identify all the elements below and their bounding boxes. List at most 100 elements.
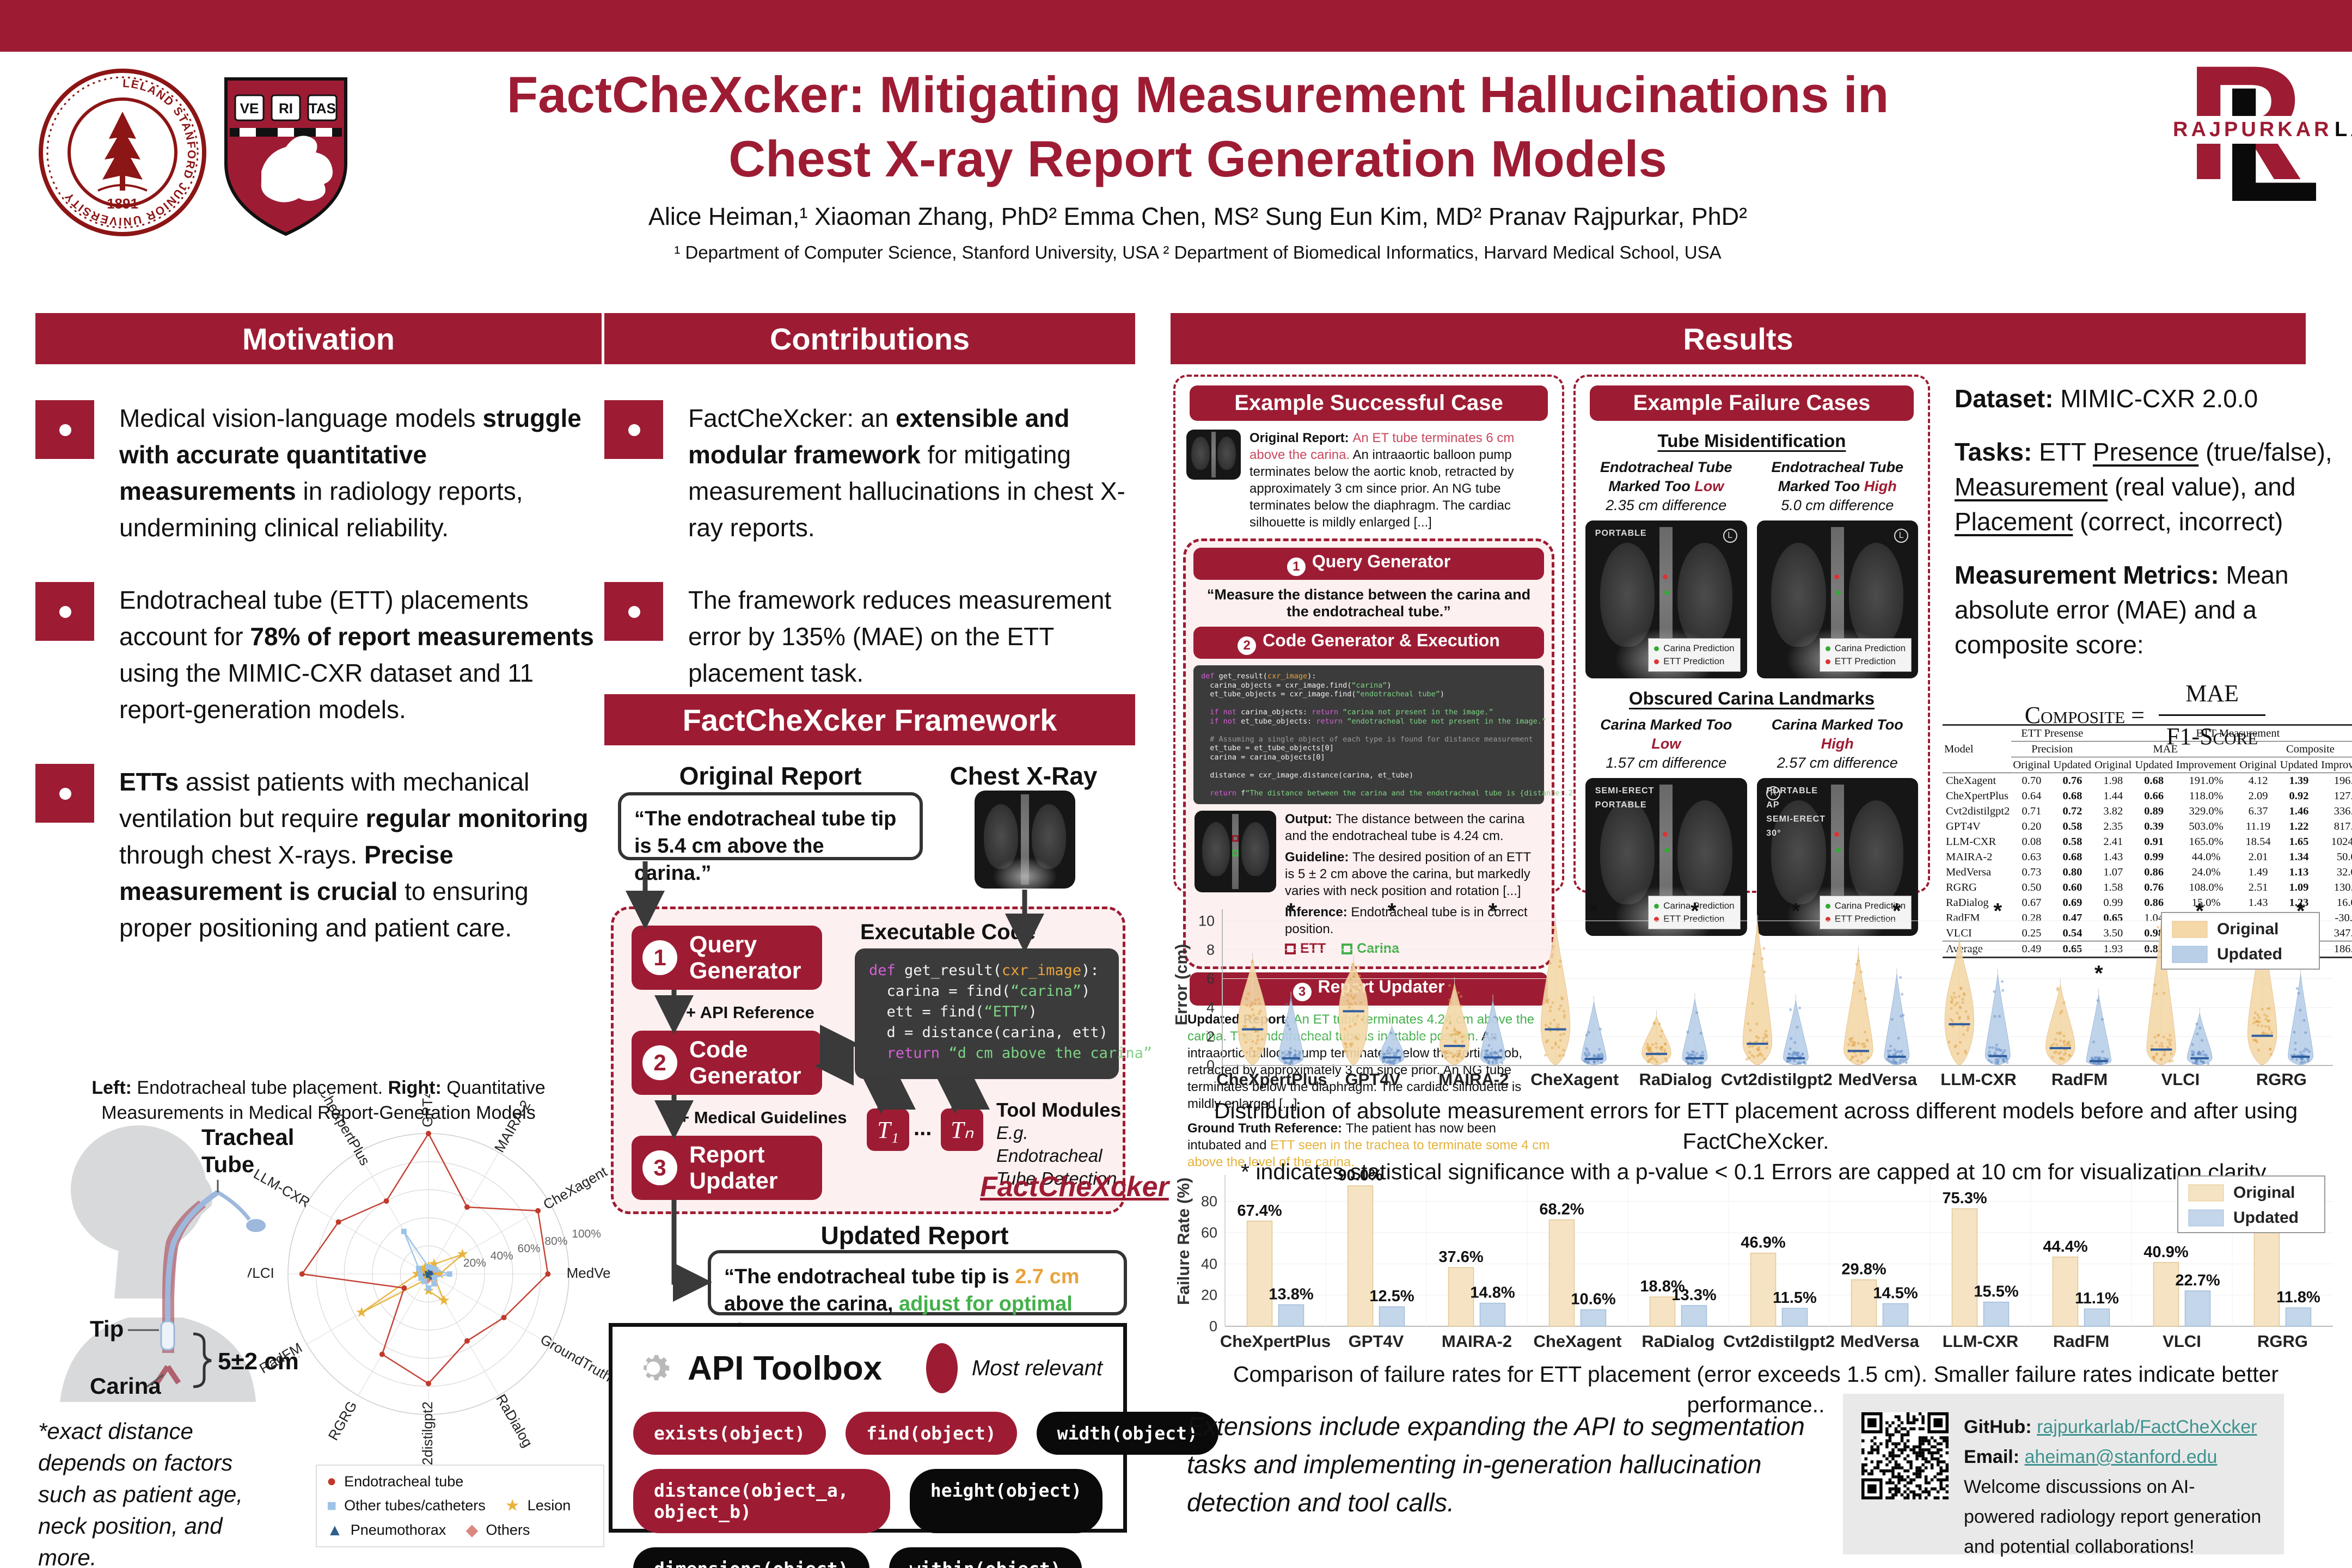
head-silhouette [60,1125,256,1402]
table-row: LLM-CXR 0.08 0.58 2.41 0.91 165.0% 18.54 1.65 10… [1946,835,2352,848]
step-query-generator: 1 Query Generator [632,926,822,990]
pipeline-subpanel: 1 Query Generator “Measure the distance b… [1183,538,1604,969]
lion-icon [261,136,333,203]
svg-text:11.8%: 11.8% [2276,1289,2320,1306]
bullet-item: Endotracheal tube (ETT) placements accou… [35,582,602,728]
svg-text:37.6%: 37.6% [1438,1248,1483,1266]
updated-report-label: Updated Report [820,1221,1009,1250]
svg-text:Updated: Updated [2217,945,2282,963]
svg-text:Cvt2distilgpt2: Cvt2distilgpt2 [1721,1070,1833,1089]
svg-text:4: 4 [1206,1000,1215,1016]
guideline-text: Guideline: The desired position of an ET… [1285,849,1543,899]
text-segment: Quantitative Measurements in Medical Rep… [101,1077,546,1123]
table-row: RGRG0.500.601.580.76108.0%2.511.09130.0%… [1946,881,2352,893]
code-line: def get_result(cxr_image): [1201,672,1316,681]
case-code-box: def get_result(cxr_image): carina_object… [1193,665,1604,804]
motivation-header: Motivation [35,313,602,364]
text-segment: through chest X-rays. [119,841,364,869]
text-segment: (real value), and [2108,473,2296,501]
seal-tree-icon [102,112,143,191]
email-link[interactable]: aheiman@stanford.edu [2024,1447,2218,1467]
table-row: Cvt2distilgpt2 0.71 0.72 3.82 0.89 329.0% 6.37… [1946,805,2352,817]
svg-text:Tracheal: Tracheal [201,1124,294,1150]
failure-xray: L Carina Prediction ETT Prediction [1756,520,1918,678]
bullet-marker [604,400,663,459]
svg-text:Failure Rate (%): Failure Rate (%) [1174,1178,1193,1305]
svg-text:*: * [1690,899,1699,923]
svg-text:Original: Original [2217,920,2278,938]
svg-text:LLM-CXR: LLM-CXR [1940,1070,2016,1089]
svg-text:CheXpertPlus: CheXpertPlus [1220,1332,1331,1351]
results-header: Results [1171,313,2306,364]
output-text: Output: The distance between the carina … [1285,811,1543,844]
code-line [1201,780,1536,789]
text-segment: The desired position of an ETT is 5 ± 2 … [1285,850,1531,898]
text-segment: (correct, incorrect) [2073,507,2283,536]
text-segment: ETT [2039,438,2093,466]
text-segment: Measurement [1955,473,2108,501]
svg-text:Updated: Updated [2233,1209,2299,1227]
ett-box-marker [1232,835,1239,842]
text-segment: An ET tube terminates 6 cm above the car… [1250,431,1515,462]
svg-text:*: * [1892,899,1901,923]
svg-text:CheXpertPlus: CheXpertPlus [316,1094,373,1168]
svg-text:12.5%: 12.5% [1369,1288,1414,1305]
executable-code-box: def get_result(cxr_image): carina = find… [855,948,1153,1079]
code-line: return “d cm above the carina” [869,1045,1153,1062]
svg-text:Cvt2distilgpt2: Cvt2distilgpt2 [419,1401,436,1470]
svg-text:CheXagent: CheXagent [1530,1070,1619,1089]
svg-text:0: 0 [1206,1057,1215,1074]
svg-text:60: 60 [1201,1224,1217,1241]
svg-text:RaDialog: RaDialog [1639,1070,1712,1089]
case-xray-thumb [1186,430,1241,480]
motivation-bullets: Medical vision-language models struggle … [35,400,602,982]
svg-text:80: 80 [1201,1193,1217,1210]
table-row: MedVersa 0.73 0.80 1.07 0.86 24.0% 1.49 1.13 32.… [1946,866,2352,878]
executable-code-label: Executable Code [860,920,1036,944]
authors-line: Alice Heiman,¹ Xiaoman Zhang, PhD² Emma … [648,203,1748,230]
bullet-item: The framework reduces measurement error … [604,582,1135,691]
table-row: GPT4V0.200.582.350.39503.0%11.191.22817.… [1946,820,2352,832]
violin-chart: 0 2 4 6 8 10 Error (cm) CheXpertPlus * GPT4V * MAIR… [1172,899,2333,1089]
text-segment: Original Report: [1250,431,1353,445]
legend-item: ■ Other tubes/catheters [327,1496,486,1515]
contributions-bullets: FactCheXcker: an extensible and modular … [604,400,1135,727]
radar-footnote: *exact distance depends on factors such … [38,1418,243,1568]
svg-text:40.9%: 40.9% [2143,1244,2188,1261]
failure-case: Endotracheal Tube Marked Too High 5.0 cm … [1756,458,1918,678]
failure-rate-bar-chart: 0 20 40 60 80 Failure Rate (%) 67.4% 13.8% CheXp… [1174,1167,2333,1351]
svg-text:GPT4V: GPT4V [1349,1332,1404,1351]
text-segment: (true/false), [2198,438,2332,466]
svg-text:67.4%: 67.4% [1237,1202,1282,1220]
text-segment: Right: [388,1077,442,1098]
bullet-marker [35,400,94,459]
svg-text:0: 0 [1209,1318,1217,1334]
text-segment: Endotracheal tube is in correct position… [1285,905,1528,936]
text-segment: “The endotracheal tube tip is [724,1265,1015,1288]
svg-text:11.5%: 11.5% [1773,1289,1817,1307]
measure-bracket [193,1332,212,1388]
text-segment: MIMIC-CXR 2.0.0 [2060,384,2258,413]
text-segment: Dataset: [1955,384,2061,413]
github-link[interactable]: rajpurkarlab/FactCheXcker [2037,1417,2257,1437]
code-line: et_tube_objects = cxr_image.find(“endotr… [1201,690,1445,699]
bullet-text: FactCheXcker: an extensible and modular … [688,400,1135,546]
svg-text:Tip: Tip [90,1316,124,1342]
ett-anatomy-figure: Tracheal Tube Tip Carina 5±2 cm* [38,1119,309,1402]
svg-text:Error (cm): Error (cm) [1172,944,1191,1026]
bar-caption: Comparison of failure rates for ETT plac… [1233,1362,2279,1417]
svg-text:10: 10 [1198,912,1215,929]
rajpurkar-lab-logo: R L RAJPURKAR LAB [2170,41,2352,259]
svg-text:RadFM: RadFM [2051,1070,2108,1089]
svg-text:CheXagent: CheXagent [540,1163,610,1212]
text-segment: Ground Truth Reference: [1187,1121,1346,1136]
lab-logo-l: L [2221,53,2322,236]
svg-text:*: * [1590,899,1598,923]
code-line: et_tube = et_tube_objects[0] [1201,744,1334,752]
failure-xray: PORTABLE AP SEMI-ERECT 30° R Carina Predictio… [1756,778,1918,936]
svg-text:14.5%: 14.5% [1873,1284,1918,1302]
code-line: return f“The distance between the carina… [1201,788,1604,798]
svg-text:*: * [2094,961,2103,985]
svg-text:RadFM: RadFM [2053,1332,2109,1351]
